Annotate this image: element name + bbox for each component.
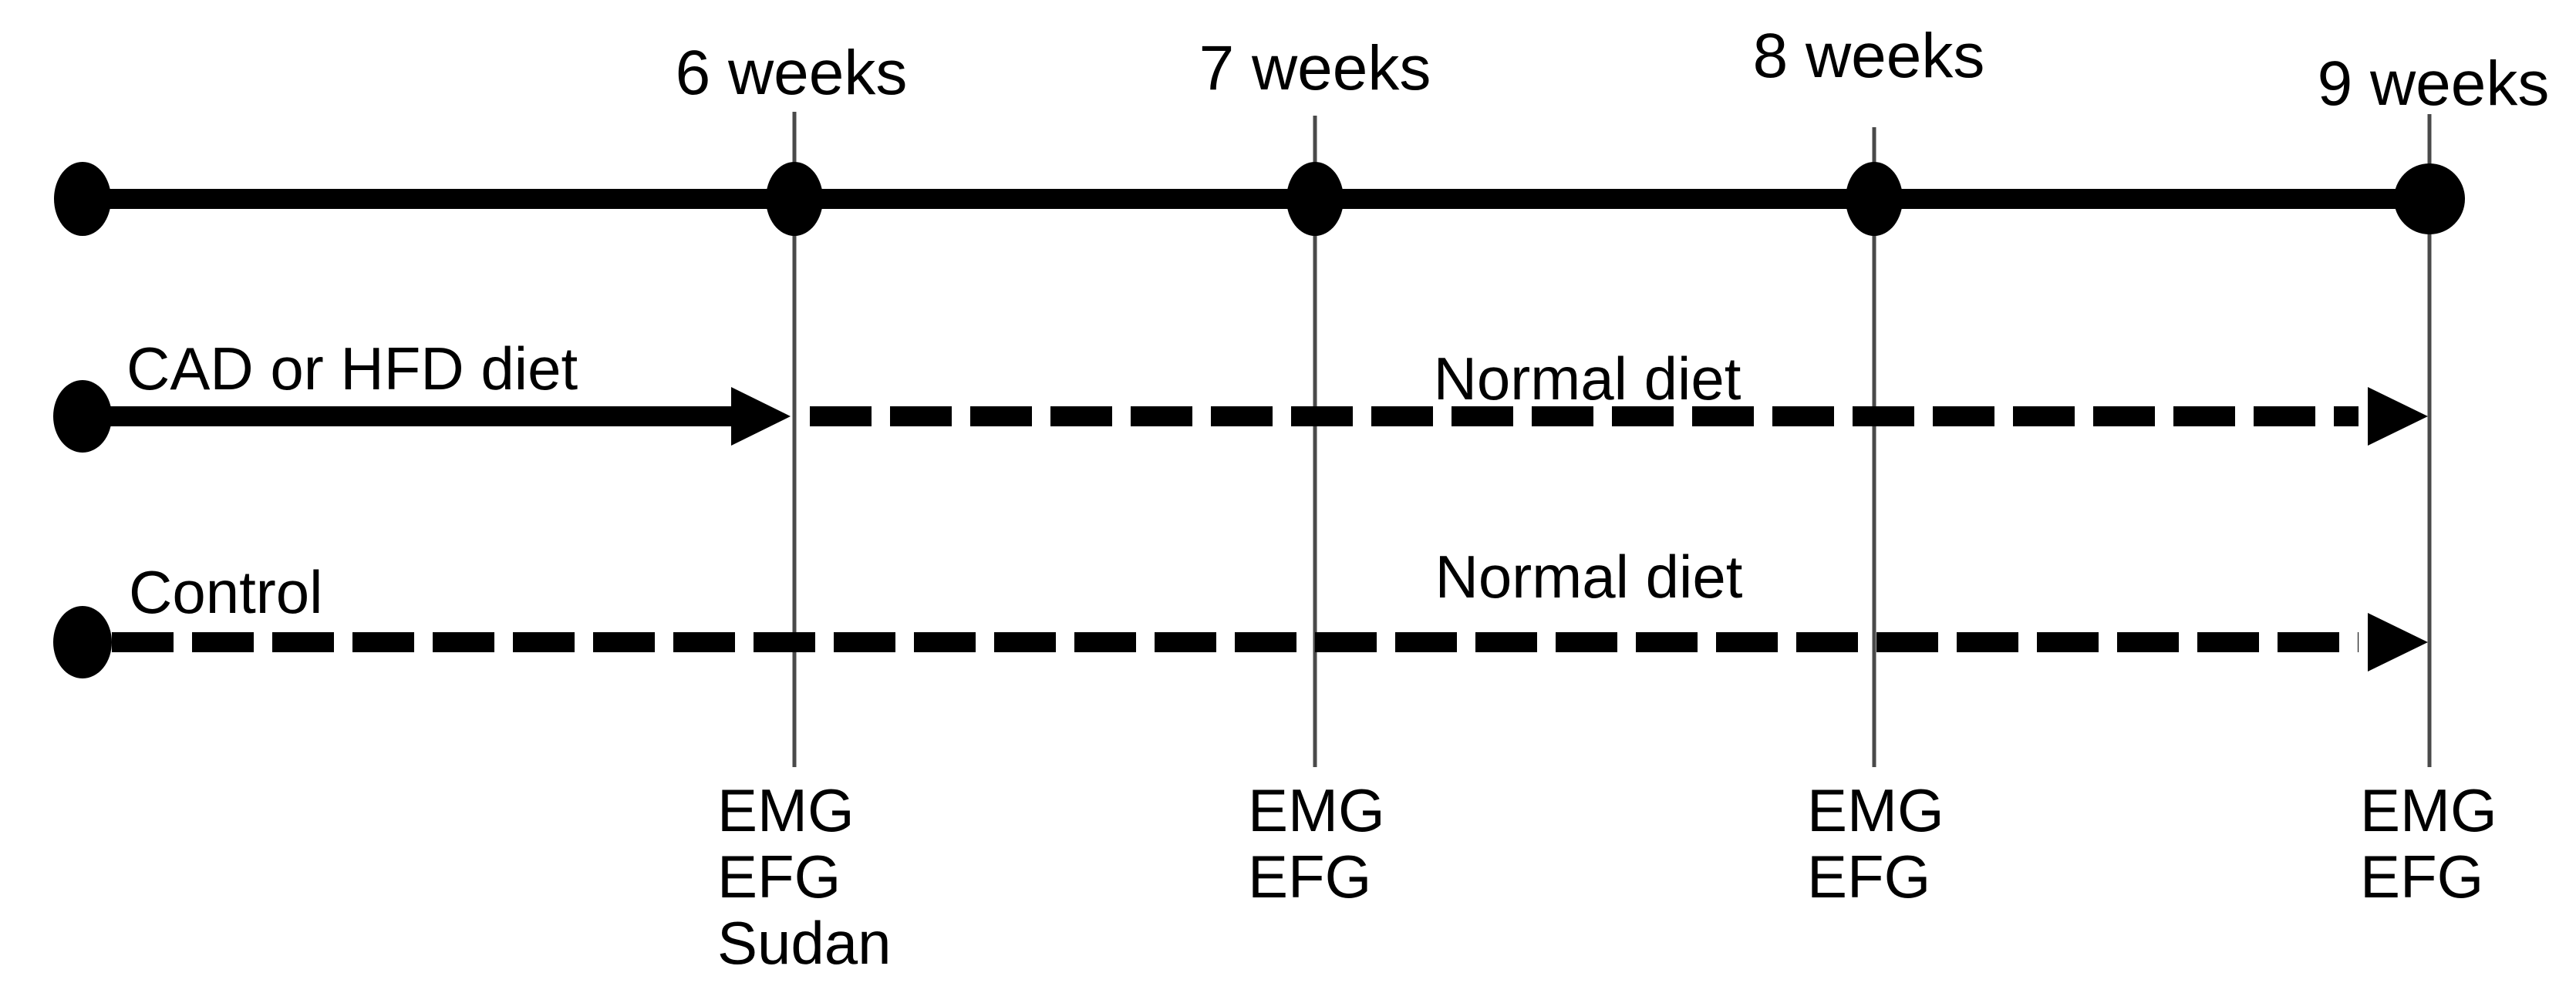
procedure-label: EMG <box>2360 776 2497 844</box>
control-row-start-dot-icon <box>53 606 112 678</box>
diet-group-label: CAD or HFD diet <box>126 335 578 402</box>
procedures-week6: EMG EFG Sudan <box>717 776 892 977</box>
procedure-label: Sudan <box>717 909 892 977</box>
timeline-node-week9-icon <box>2394 163 2465 234</box>
control-normal-diet-label: Normal diet <box>1435 543 1743 611</box>
control-group-row: Control Normal diet <box>53 543 2428 678</box>
procedures-week7: EMG EFG <box>1248 776 1385 911</box>
procedure-label: EFG <box>717 843 841 911</box>
master-timeline <box>54 162 2465 236</box>
diet-normal-diet-label: Normal diet <box>1434 345 1741 412</box>
procedure-label: EMG <box>1807 776 1944 844</box>
procedures-week8: EMG EFG <box>1807 776 1944 911</box>
timeline-node-week6-icon <box>766 162 823 236</box>
procedure-label: EFG <box>1248 843 1371 911</box>
control-dashed-arrowhead-icon <box>2368 613 2428 672</box>
diet-group-row: CAD or HFD diet Normal diet <box>53 335 2428 453</box>
procedure-label: EMG <box>1248 776 1385 844</box>
timeline-node-week8-icon <box>1846 162 1903 236</box>
control-group-label: Control <box>129 558 322 626</box>
timeline-node-week7-icon <box>1286 162 1344 236</box>
procedure-label: EMG <box>717 776 855 844</box>
procedure-label: EFG <box>1807 843 1930 911</box>
week7-tick-label: 7 weeks <box>1199 33 1431 103</box>
week6-tick-label: 6 weeks <box>676 38 908 108</box>
week8-tick-label: 8 weeks <box>1753 21 1985 91</box>
diet-dashed-arrowhead-icon <box>2368 387 2428 446</box>
week9-tick-label: 9 weeks <box>2318 49 2550 119</box>
procedure-label: EFG <box>2360 843 2483 911</box>
diet-solid-arrowhead-icon <box>731 387 791 446</box>
timeline-node-start-icon <box>54 162 111 236</box>
procedures-week9: EMG EFG <box>2360 776 2497 911</box>
